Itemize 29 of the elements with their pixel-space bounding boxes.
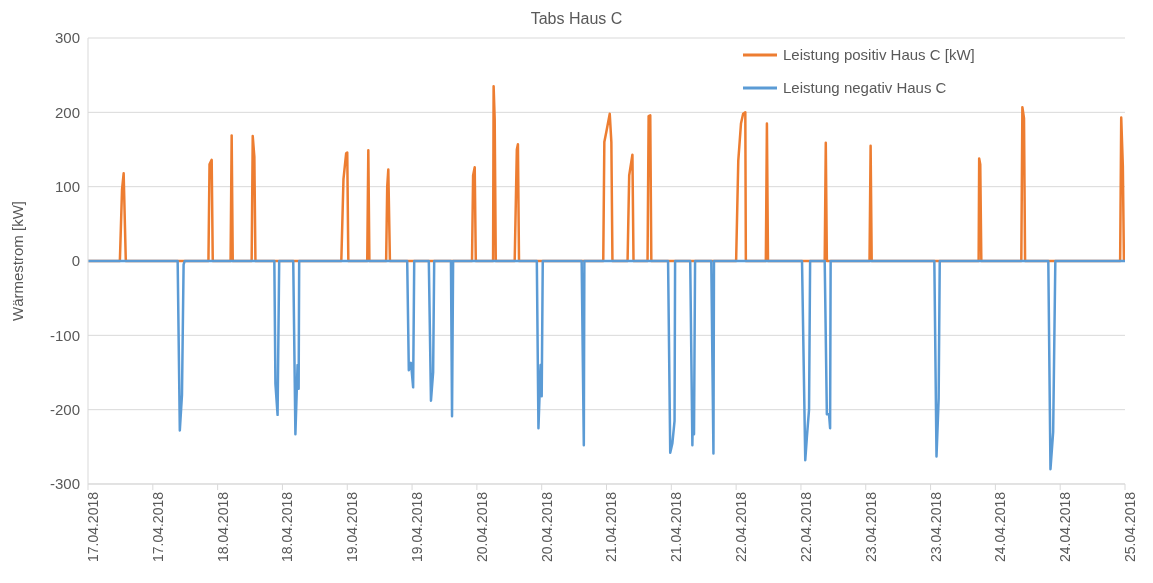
x-tick-label: 21.04.2018 xyxy=(603,491,620,563)
x-tick-label: 20.04.2018 xyxy=(538,491,555,563)
x-tick-label: 24.04.2018 xyxy=(992,491,1009,563)
x-tick-label: 22.04.2018 xyxy=(797,491,814,563)
y-tick-label: -200 xyxy=(49,400,80,418)
x-tick-label: 17.04.2018 xyxy=(149,491,166,563)
x-tick-label: 18.04.2018 xyxy=(279,491,296,563)
chart-title: Tabs Haus C xyxy=(529,9,624,29)
line-series xyxy=(88,259,1125,471)
x-tick-label: 19.04.2018 xyxy=(344,491,361,563)
legend-label: Leistung negativ Haus C xyxy=(783,79,947,96)
x-tick-label: 19.04.2018 xyxy=(409,491,425,563)
x-tick-label: 24.04.2018 xyxy=(1057,491,1074,563)
x-tick-label: 23.04.2018 xyxy=(862,491,879,563)
y-axis-title: Wärmestrom [kW] xyxy=(9,201,27,321)
y-tick-label: -100 xyxy=(49,326,80,344)
legend-label: Leistung positiv Haus C [kW] xyxy=(783,46,975,63)
x-tick-label: 23.04.2018 xyxy=(927,491,944,563)
y-tick-label: 0 xyxy=(71,252,80,270)
x-tick-label: 17.04.2018 xyxy=(84,491,101,563)
x-tick-label: 20.04.2018 xyxy=(473,491,490,563)
y-tick-label: 100 xyxy=(54,177,80,195)
x-tick-label: 25.04.2018 xyxy=(1121,491,1138,563)
y-tick-label: 200 xyxy=(54,103,80,121)
y-tick-label: -300 xyxy=(49,475,80,493)
y-tick-label: 300 xyxy=(54,29,80,47)
x-tick-label: 22.04.2018 xyxy=(733,491,750,563)
x-tick-label: 21.04.2018 xyxy=(668,491,685,563)
x-tick-label: 18.04.2018 xyxy=(214,491,231,563)
